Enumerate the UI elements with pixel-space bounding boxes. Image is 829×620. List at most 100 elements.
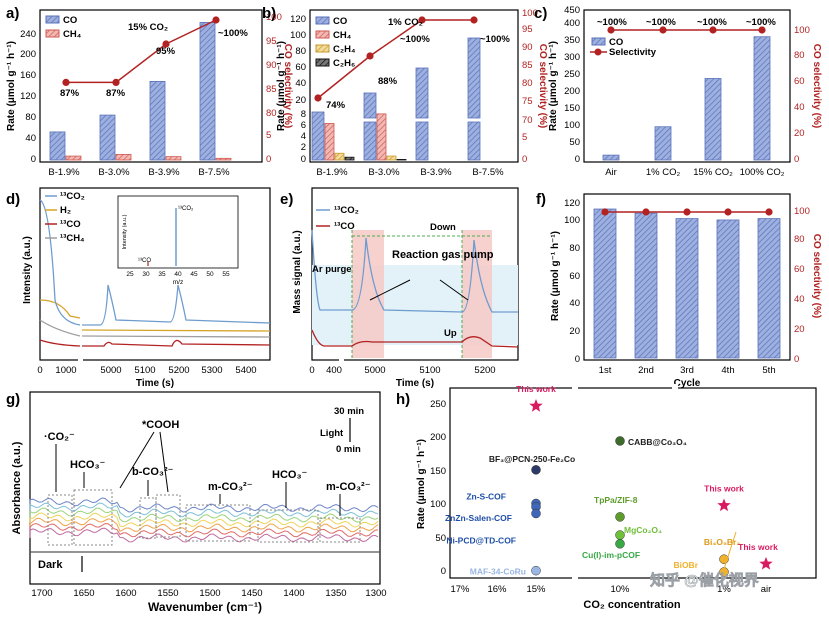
tick: 450 (564, 5, 580, 16)
y-ticks-right-f: 0 20 40 60 80 100 (794, 206, 810, 365)
tick: 100% CO₂ (740, 167, 785, 178)
panel-c: c) 0 50 100 150 200 250 300 350 400 450 … (534, 5, 822, 178)
tick: 95 (522, 24, 533, 35)
tick: 200 (20, 49, 36, 60)
y-ticks-a: 0 40 80 120 160 200 240 (20, 29, 36, 165)
tick: 3rd (680, 365, 694, 376)
tick: B-3.9% (420, 167, 452, 178)
annotation: 95% (156, 46, 176, 57)
region-box (73, 489, 113, 546)
panel-e: e) ¹³CO₂ ¹³CO Ar purge Reaction gas pump… (280, 187, 519, 389)
plot-frame-h (449, 387, 817, 579)
tick: 90 (266, 60, 277, 71)
point-label: BiOBr (673, 560, 698, 570)
tick: 60 (569, 271, 580, 282)
tick: 80 (794, 234, 805, 245)
annotation: 87% (106, 88, 126, 99)
legend-swatch-ch4 (45, 29, 60, 38)
bar-ch4 (324, 123, 335, 161)
bars-a (49, 22, 232, 161)
tick: 40 (794, 102, 805, 113)
axis-break-h (672, 384, 678, 392)
tick: 120 (290, 14, 306, 25)
point-label: This work (704, 483, 744, 493)
point-star (717, 498, 731, 512)
trace-13co2-e (311, 229, 518, 313)
tick: 100 (290, 30, 306, 41)
y-axis-right-label-a: CO selectivity (%) (282, 44, 293, 128)
bar-rate (634, 212, 658, 359)
panel-b: b) 0 2 4 6 8 20 40 60 80 100 120 0 5 70 … (262, 5, 548, 178)
tick: 1000 (55, 365, 76, 376)
bar-co-lower (467, 121, 481, 161)
point-label: TpPa/ZIF-8 (594, 495, 638, 505)
tick: 20 (295, 95, 306, 106)
y-axis-label-c: Rate (μmol g⁻¹ h⁻¹) (548, 41, 559, 131)
tick: B-3.0% (98, 167, 130, 178)
legend-swatch-co (315, 16, 330, 25)
tick: Air (605, 167, 617, 178)
x-ticks-g: 1700 1650 1600 1550 1500 1450 1400 1350 … (31, 588, 386, 599)
selectivity-point (607, 26, 615, 34)
plot-frame-c (583, 9, 791, 163)
x-ticks-b: B-1.9% B-3.0% B-3.9% B-7.5% (316, 167, 504, 178)
y-axis-right-label-c: CO selectivity (%) (811, 44, 822, 128)
tick: 1650 (73, 588, 94, 599)
bar-c2h4 (334, 152, 345, 161)
tick: 80 (295, 46, 306, 57)
y-axis-label-h: Rate (μmol g⁻¹ h⁻¹) (416, 439, 427, 529)
legend-selectivity: Selectivity (609, 47, 657, 58)
selectivity-point (709, 26, 717, 34)
legend-ch4: CH₄ (333, 30, 352, 41)
tick: air (761, 584, 772, 595)
tick: 8 (301, 109, 306, 120)
annotation-light: Light (320, 428, 344, 439)
tick: 85 (266, 84, 277, 95)
markers-f (601, 208, 773, 216)
trace-13ch4-left (39, 319, 81, 337)
tick: 5300 (201, 365, 222, 376)
selectivity-point (112, 78, 120, 86)
tick: 100 (266, 12, 282, 23)
tick: 250 (430, 399, 446, 410)
point (531, 465, 541, 475)
panel-label-d: d) (6, 191, 20, 208)
tick: 45 (190, 271, 198, 278)
bar-co (363, 92, 377, 119)
tick: 200 (430, 432, 446, 443)
tick: 0 (37, 365, 42, 376)
tick: 150 (430, 466, 446, 477)
axis-break-d (78, 355, 83, 363)
tick: 1% (717, 584, 731, 595)
tick: 95 (266, 36, 277, 47)
panel-a: a) 0 40 80 120 160 200 240 0 5 80 85 90 … (6, 5, 293, 178)
point-label: MAF-34-CoRu (470, 567, 526, 577)
bars-f (593, 208, 781, 359)
annotation-0min: 0 min (336, 444, 361, 455)
inset-peak-label: ¹³CO₂ (178, 206, 194, 212)
tick: 150 (564, 103, 580, 114)
bar-co (199, 22, 216, 161)
tick: 2 (301, 142, 306, 153)
arrow-line (439, 279, 469, 301)
legend-marker-selectivity (594, 48, 602, 56)
y-ticks-h: 0 50 100 150 200 250 (430, 399, 446, 577)
tick: B-7.5% (472, 167, 504, 178)
x-ticks-a: B-1.9% B-3.0% B-3.9% B-7.5% (48, 167, 230, 178)
x-ticks-d: 0 1000 5000 5100 5200 5300 5400 (37, 365, 256, 376)
selectivity-line-b (317, 19, 474, 99)
point (615, 539, 625, 549)
bar-rate (716, 219, 740, 359)
selectivity-point (470, 16, 478, 24)
tick: 1350 (325, 588, 346, 599)
tick: B-1.9% (48, 167, 80, 178)
legend-swatch-c2h4 (315, 44, 330, 53)
bar-co-lower (415, 121, 429, 161)
y-axis-label-f: Rate (μmol g⁻¹ h⁻¹) (550, 231, 561, 321)
spectra-g (29, 497, 380, 553)
y-axis-label-b: Rate (μmol g⁻¹ h⁻¹) (276, 41, 287, 131)
tick: 5100 (134, 365, 155, 376)
axis-break-h (672, 574, 678, 582)
tick: 75 (522, 96, 533, 107)
point-label: Ni-PCD@TD-COF (446, 536, 516, 546)
